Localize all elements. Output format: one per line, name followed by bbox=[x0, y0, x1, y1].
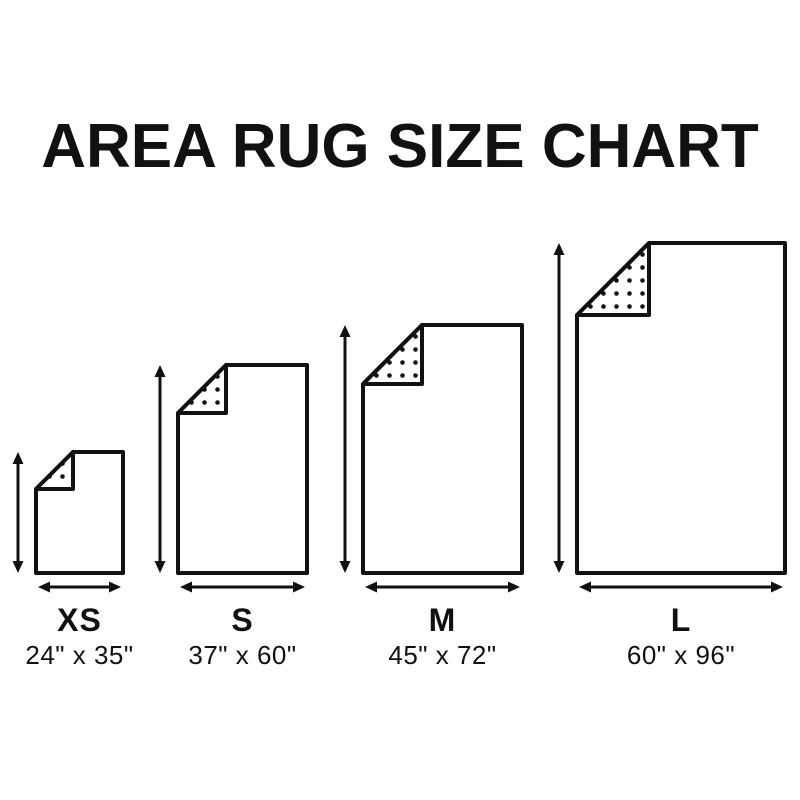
size-dimensions-s: 37" x 60" bbox=[188, 640, 297, 670]
folded-corner bbox=[361, 323, 424, 386]
width-arrow bbox=[180, 581, 305, 593]
size-label-l: L bbox=[670, 602, 692, 638]
size-label-m: M bbox=[428, 602, 457, 638]
height-arrow bbox=[339, 325, 351, 573]
height-arrow bbox=[553, 243, 565, 573]
rug-illustration-xs bbox=[12, 450, 125, 593]
height-arrow bbox=[12, 452, 24, 573]
width-arrow bbox=[365, 581, 520, 593]
rug-illustration-l bbox=[553, 241, 787, 593]
size-label-s: S bbox=[231, 602, 254, 638]
size-dimensions-m: 45" x 72" bbox=[388, 640, 497, 670]
page-title: AREA RUG SIZE CHART bbox=[41, 112, 759, 181]
width-arrow bbox=[38, 581, 121, 593]
size-dimensions-l: 60" x 96" bbox=[626, 640, 736, 670]
size-dimensions-xs: 24" x 35" bbox=[25, 640, 134, 670]
width-arrow bbox=[579, 581, 783, 593]
rug-illustration-m bbox=[339, 323, 524, 593]
folded-corner bbox=[176, 363, 228, 415]
size-label-xs: XS bbox=[57, 602, 102, 638]
folded-corner bbox=[34, 450, 75, 491]
height-arrow bbox=[154, 365, 166, 573]
rug-outline bbox=[34, 450, 125, 575]
rug-illustration-s bbox=[154, 363, 309, 593]
folded-corner bbox=[575, 241, 651, 317]
